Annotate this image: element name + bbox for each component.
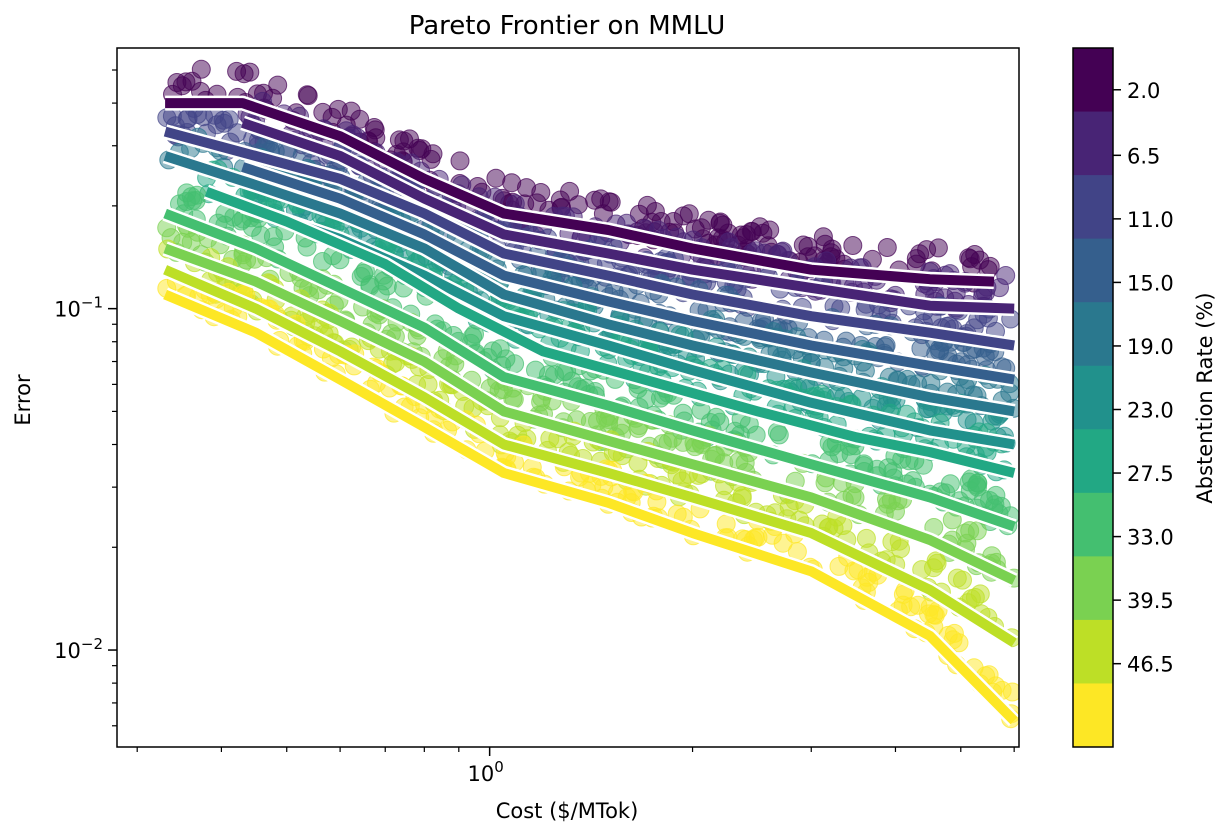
chart-title: Pareto Frontier on MMLU — [409, 11, 726, 41]
scatter-point — [928, 238, 948, 258]
scatter-point — [673, 206, 693, 226]
scatter-point — [706, 407, 726, 427]
scatter-point — [986, 485, 1006, 505]
scatter-point — [844, 561, 864, 581]
frontier-line — [163, 265, 1017, 648]
scatter-point — [450, 151, 470, 171]
scatter-point — [297, 85, 317, 105]
frontier-line — [240, 118, 1015, 314]
colorbar-bin — [1073, 238, 1113, 303]
colorbar-bin — [1073, 429, 1113, 494]
scatter-point — [833, 516, 853, 535]
colorbar-bin — [1073, 492, 1113, 557]
x-axis-label: Cost ($/MTok) — [496, 799, 639, 823]
scatter-point — [364, 118, 384, 137]
scatter-point — [877, 238, 897, 257]
colorbar-bin — [1073, 619, 1113, 684]
colorbar-tick-label: 46.5 — [1127, 653, 1174, 677]
colorbar-bin — [1073, 683, 1113, 748]
scatter-point — [843, 236, 863, 255]
scatter-point — [924, 605, 944, 625]
scatter-point — [341, 101, 361, 121]
scatter-point — [465, 324, 484, 344]
frontier-line — [241, 162, 1016, 385]
colorbar-tick-label: 2.0 — [1127, 79, 1160, 103]
scatter-point — [207, 115, 227, 135]
scatter-point — [710, 212, 730, 232]
frontier-line — [163, 126, 1015, 351]
scatter-point — [377, 276, 397, 296]
colorbar-bin — [1073, 48, 1113, 113]
colorbar-label: Abstention Rate (%) — [1193, 292, 1217, 503]
scatter-point — [965, 588, 985, 607]
colorbar-tick-label: 19.0 — [1127, 335, 1174, 359]
scatter-point — [394, 131, 414, 151]
axes: 100 10−1 10−2 — [54, 69, 1015, 786]
colorbar-tick-label: 15.0 — [1127, 271, 1174, 295]
scatter-point — [486, 168, 506, 188]
scatter-point — [176, 192, 196, 211]
scatter-point — [351, 267, 371, 286]
scatter-point — [753, 223, 773, 243]
colorbar-tick-label: 33.0 — [1127, 526, 1174, 550]
colorbar-tick-label: 11.0 — [1127, 208, 1174, 232]
frontier-line — [163, 208, 1016, 532]
plot-frame — [116, 47, 1020, 748]
colorbar-bin — [1073, 175, 1113, 240]
scatter-point — [947, 568, 967, 588]
frontier-line — [204, 187, 1016, 478]
scatter-point — [959, 472, 979, 492]
y-axis-label: Error — [11, 374, 35, 426]
scatter-point — [313, 102, 333, 122]
x-tick-label: 100 — [468, 758, 504, 786]
frontier-lines — [162, 95, 1019, 727]
scatter-point — [926, 551, 946, 571]
colorbar-bin — [1073, 302, 1113, 367]
scatter-point — [182, 71, 202, 91]
scatter-point — [901, 597, 921, 617]
scatter-point — [502, 173, 522, 193]
scatter-point — [240, 62, 260, 82]
scatter-point — [313, 252, 332, 271]
colorbar-frame — [1072, 47, 1114, 748]
scatter-point — [550, 190, 570, 210]
frontier-line — [163, 289, 1018, 725]
frontier-line — [163, 151, 1016, 417]
colorbar-tick-label: 27.5 — [1127, 462, 1174, 486]
y-tick-label: 10−2 — [54, 635, 103, 663]
scatter-point — [769, 425, 789, 445]
scatter-point — [531, 183, 551, 202]
colorbar-tick-label: 6.5 — [1127, 144, 1160, 168]
scatter-point — [891, 539, 910, 559]
scatter-point — [841, 445, 861, 465]
frontier-line — [165, 98, 995, 287]
y-tick-label: 10−1 — [54, 294, 103, 322]
scatter-point — [178, 109, 198, 128]
colorbar-bin — [1073, 365, 1113, 430]
colorbar-tick-label: 39.5 — [1127, 589, 1174, 613]
scatter-point — [496, 349, 516, 369]
colorbar-bin — [1073, 556, 1113, 621]
colorbar-bin — [1073, 111, 1113, 176]
scatter-point — [736, 225, 756, 245]
scatter-point — [637, 195, 657, 215]
colorbar-tick-label: 23.0 — [1127, 399, 1174, 423]
scatter-point — [423, 144, 443, 164]
colorbar: 2.0 6.5 11.0 15.0 19.0 23.0 27.5 33.0 39.5 46.5 — [1072, 47, 1174, 748]
frontier-line — [163, 243, 1017, 585]
scatter-point — [960, 521, 980, 541]
